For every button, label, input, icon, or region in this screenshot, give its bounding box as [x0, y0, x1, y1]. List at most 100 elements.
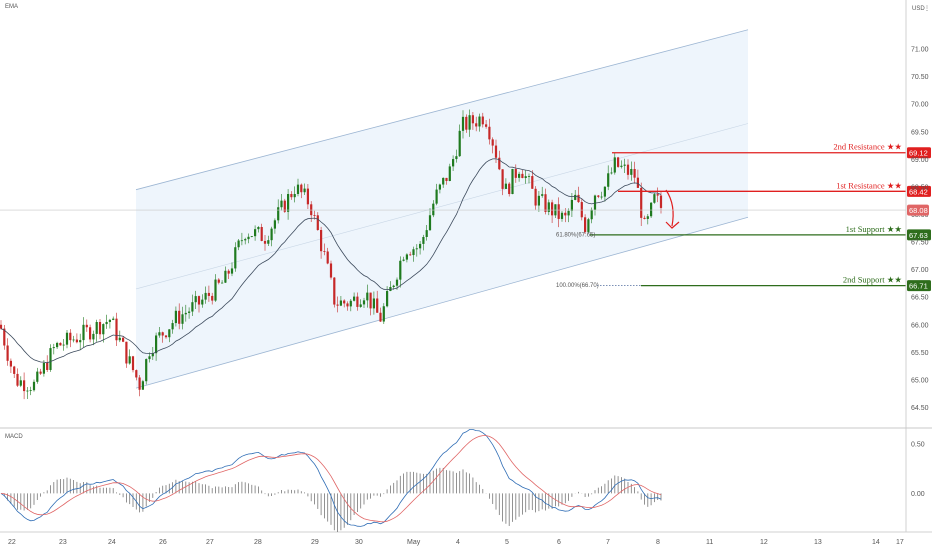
- candle-body: [630, 168, 633, 175]
- candle-body: [646, 216, 649, 219]
- x-tick-label: 28: [254, 539, 262, 546]
- candle-body: [267, 240, 270, 244]
- x-tick-label: May: [407, 539, 421, 546]
- candle-body: [494, 145, 498, 158]
- candle-body: [362, 300, 366, 305]
- candle-body: [564, 212, 567, 216]
- candle-body: [567, 210, 570, 216]
- candle-body: [458, 130, 461, 157]
- candle-body: [445, 177, 448, 181]
- candle-body: [511, 169, 514, 195]
- candle-body: [108, 319, 111, 322]
- level-price-badge: [907, 147, 931, 159]
- macd-y-tick-label: 0.50: [911, 441, 925, 448]
- candle-body: [92, 333, 95, 340]
- channel-mid-line: [135, 123, 749, 290]
- candle-body: [656, 194, 659, 196]
- candle-body: [313, 215, 316, 216]
- candle-body: [620, 165, 623, 167]
- level-price-label: 67.63: [909, 231, 928, 240]
- candle-body: [217, 279, 220, 283]
- y-tick-label: 66.50: [911, 295, 929, 302]
- candle-body: [448, 166, 451, 181]
- candle-body: [128, 356, 131, 364]
- candle-body: [125, 341, 128, 364]
- candle-body: [105, 321, 108, 325]
- candle-body: [181, 314, 184, 324]
- candle-body: [593, 195, 597, 210]
- candle-body: [161, 332, 164, 336]
- candle-body: [659, 195, 663, 208]
- level-label: 1st Resistance ★★: [836, 180, 902, 190]
- candle-body: [432, 203, 435, 216]
- x-tick-label: 14: [872, 539, 880, 546]
- candle-body: [46, 362, 49, 370]
- candle-body: [353, 296, 356, 301]
- candle-body: [9, 360, 12, 367]
- candle-body: [131, 356, 135, 371]
- candle-body: [603, 186, 606, 197]
- candle-body: [290, 194, 293, 198]
- candle-body: [329, 263, 333, 278]
- channel-fill: [136, 29, 748, 389]
- level-price-badge: [907, 280, 931, 292]
- candle-body: [32, 381, 36, 391]
- candle-body: [39, 371, 42, 374]
- candles-group: [0, 109, 663, 400]
- ema-line: [0, 158, 662, 364]
- candle-body: [287, 194, 290, 212]
- x-tick-label: 13: [814, 539, 822, 546]
- candle-body: [498, 157, 501, 170]
- candle-body: [650, 202, 653, 217]
- candle-body: [168, 329, 171, 338]
- indicator-label-ema: EMA: [5, 4, 18, 10]
- candle-body: [224, 270, 227, 283]
- y-tick-label: 70.00: [911, 102, 929, 109]
- current-price-badge: [907, 204, 929, 216]
- candle-body: [323, 251, 326, 252]
- candle-body: [485, 124, 488, 127]
- candle-body: [343, 300, 346, 304]
- x-tick-label: 22: [8, 539, 16, 546]
- candle-body: [227, 270, 230, 274]
- x-tick-label: 12: [760, 539, 768, 546]
- candle-body: [442, 177, 445, 185]
- candle-body: [244, 239, 247, 241]
- candle-body: [402, 259, 405, 261]
- candle-body: [379, 312, 382, 322]
- candle-body: [310, 204, 313, 216]
- candle-body: [59, 342, 62, 346]
- candle-body: [148, 356, 151, 360]
- candle-body: [623, 164, 626, 166]
- candle-body: [465, 116, 468, 130]
- candle-body: [386, 291, 389, 307]
- candle-body: [491, 139, 494, 146]
- candle-body: [191, 302, 194, 312]
- y-tick-label: 66.00: [911, 322, 929, 329]
- candle-body: [478, 116, 481, 127]
- candle-body: [557, 204, 560, 219]
- candle-body: [372, 298, 375, 309]
- candle-body: [270, 228, 273, 241]
- candle-body: [260, 226, 263, 241]
- candle-body: [197, 296, 201, 305]
- candle-body: [570, 199, 573, 211]
- candle-body: [547, 202, 550, 212]
- candle-body: [613, 157, 616, 173]
- candle-body: [164, 335, 168, 338]
- candle-body: [247, 236, 250, 240]
- currency-menu-icon[interactable]: ⋮: [924, 6, 930, 12]
- x-tick-label: 8: [656, 539, 660, 546]
- level-price-badge: [907, 185, 931, 197]
- level-price-label: 69.12: [909, 149, 928, 158]
- candle-body: [514, 169, 517, 178]
- candle-body: [135, 370, 138, 378]
- candle-body: [610, 172, 613, 174]
- candle-body: [488, 126, 491, 140]
- candle-body: [508, 183, 511, 195]
- candle-body: [29, 390, 32, 392]
- level-label: 2nd Resistance ★★: [833, 142, 902, 152]
- candle-body: [204, 292, 207, 300]
- candle-body: [521, 173, 524, 179]
- currency-label: USD: [912, 6, 925, 12]
